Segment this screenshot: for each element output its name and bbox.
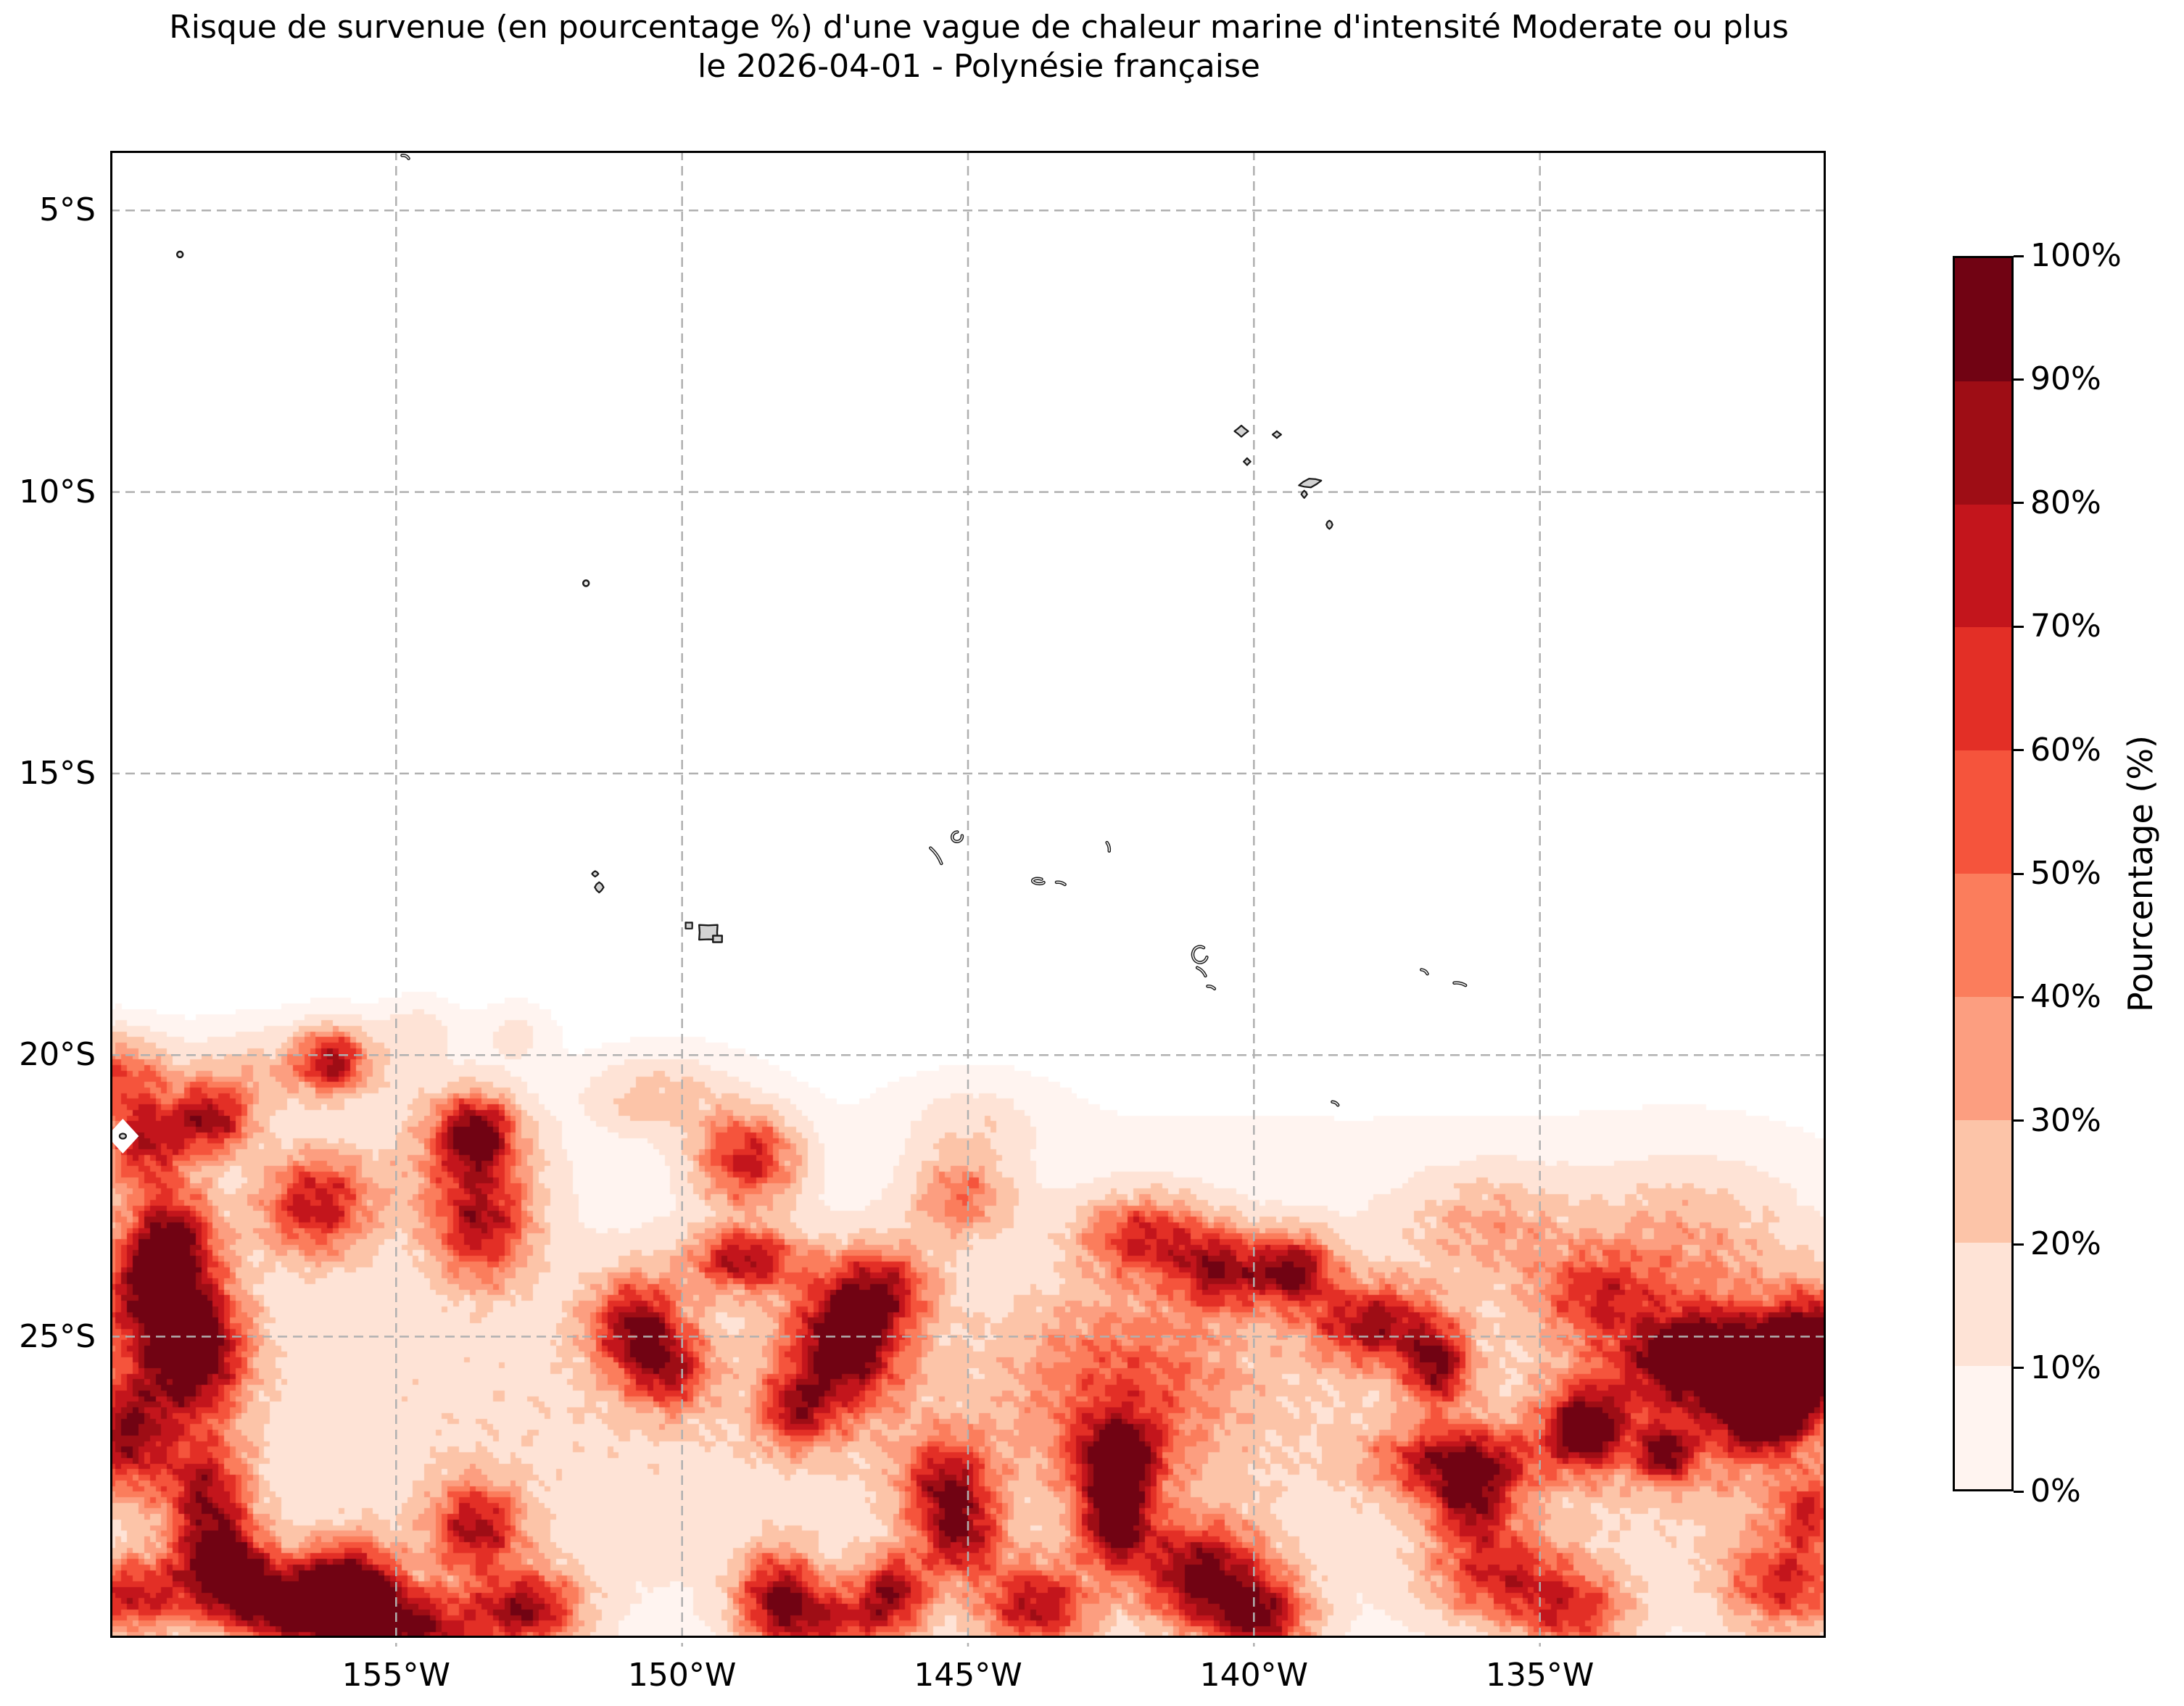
island (684, 922, 693, 929)
colorbar-tick-label: 70% (2030, 608, 2101, 645)
colorbar-segment (1955, 381, 2011, 505)
colorbar-tick (2014, 749, 2024, 752)
colorbar-tick (2014, 1490, 2024, 1493)
island (1452, 981, 1468, 987)
colorbar-tick (2014, 995, 2024, 998)
island (1030, 877, 1046, 886)
colorbar-segment (1955, 996, 2011, 1120)
island (1243, 457, 1252, 466)
colorbar-tick (2014, 1243, 2024, 1246)
lat-tick-label: 10°S (19, 473, 96, 510)
island (1054, 880, 1067, 887)
colorbar-tick-label: 90% (2030, 360, 2101, 398)
island (1105, 840, 1112, 853)
colorbar-tick-label: 0% (2030, 1473, 2081, 1510)
colorbar-tick (2014, 625, 2024, 628)
island (400, 154, 410, 160)
colorbar-segment (1955, 873, 2011, 997)
colorbar-tick (2014, 872, 2024, 875)
island (1298, 478, 1323, 489)
island (1331, 1100, 1340, 1107)
colorbar-segment (1955, 504, 2011, 628)
colorbar-segment (1955, 1366, 2011, 1489)
lon-tick-label: 135°W (1485, 1657, 1594, 1694)
colorbar-segment (1955, 1119, 2011, 1243)
lat-tick-label: 25°S (19, 1317, 96, 1355)
colorbar-tick-label: 80% (2030, 484, 2101, 521)
colorbar (1953, 256, 2014, 1491)
island (698, 924, 724, 943)
colorbar-tick-label: 10% (2030, 1349, 2101, 1386)
colorbar-tick-label: 50% (2030, 855, 2101, 892)
lat-tick-label: 20°S (19, 1036, 96, 1074)
island (1191, 945, 1209, 964)
colorbar-segment (1955, 750, 2011, 874)
lon-tick-label: 155°W (342, 1657, 451, 1694)
colorbar-tick (2014, 1119, 2024, 1122)
colorbar-segment (1955, 1243, 2011, 1367)
colorbar-tick-label: 60% (2030, 731, 2101, 769)
island (594, 881, 605, 894)
lat-tick-label: 5°S (39, 191, 96, 229)
island (1300, 489, 1308, 499)
lon-tick-label: 150°W (627, 1657, 737, 1694)
colorbar-tick (2014, 254, 2024, 257)
map-overlay-svg (107, 151, 1826, 1647)
island (1233, 424, 1249, 438)
colorbar-segment (1955, 627, 2011, 751)
island (1206, 984, 1217, 990)
island (1195, 966, 1207, 978)
colorbar-tick (2014, 378, 2024, 381)
lon-tick-label: 140°W (1199, 1657, 1309, 1694)
colorbar-tick-label: 100% (2030, 237, 2122, 274)
chart-title: Risque de survenue (en pourcentage %) d'… (169, 9, 1789, 46)
lat-tick-label: 15°S (19, 754, 96, 792)
colorbar-axis-label: Pourcentage (%) (2121, 735, 2160, 1012)
island (1420, 968, 1429, 976)
colorbar-tick (2014, 1367, 2024, 1370)
island (929, 846, 943, 866)
island (582, 579, 590, 587)
colorbar-tick-label: 30% (2030, 1101, 2101, 1139)
colorbar-segment (1955, 258, 2011, 381)
lon-tick-label: 145°W (914, 1657, 1022, 1694)
island (107, 1119, 139, 1154)
map-plot-area (107, 151, 1826, 1647)
chart-subtitle: le 2026-04-01 - Polynésie française (698, 48, 1260, 85)
island (1271, 430, 1283, 439)
island (175, 250, 184, 259)
island (591, 870, 600, 878)
island (950, 830, 964, 843)
colorbar-tick-label: 40% (2030, 978, 2101, 1016)
colorbar-tick (2014, 502, 2024, 505)
island (1325, 519, 1333, 530)
colorbar-tick-label: 20% (2030, 1225, 2101, 1263)
